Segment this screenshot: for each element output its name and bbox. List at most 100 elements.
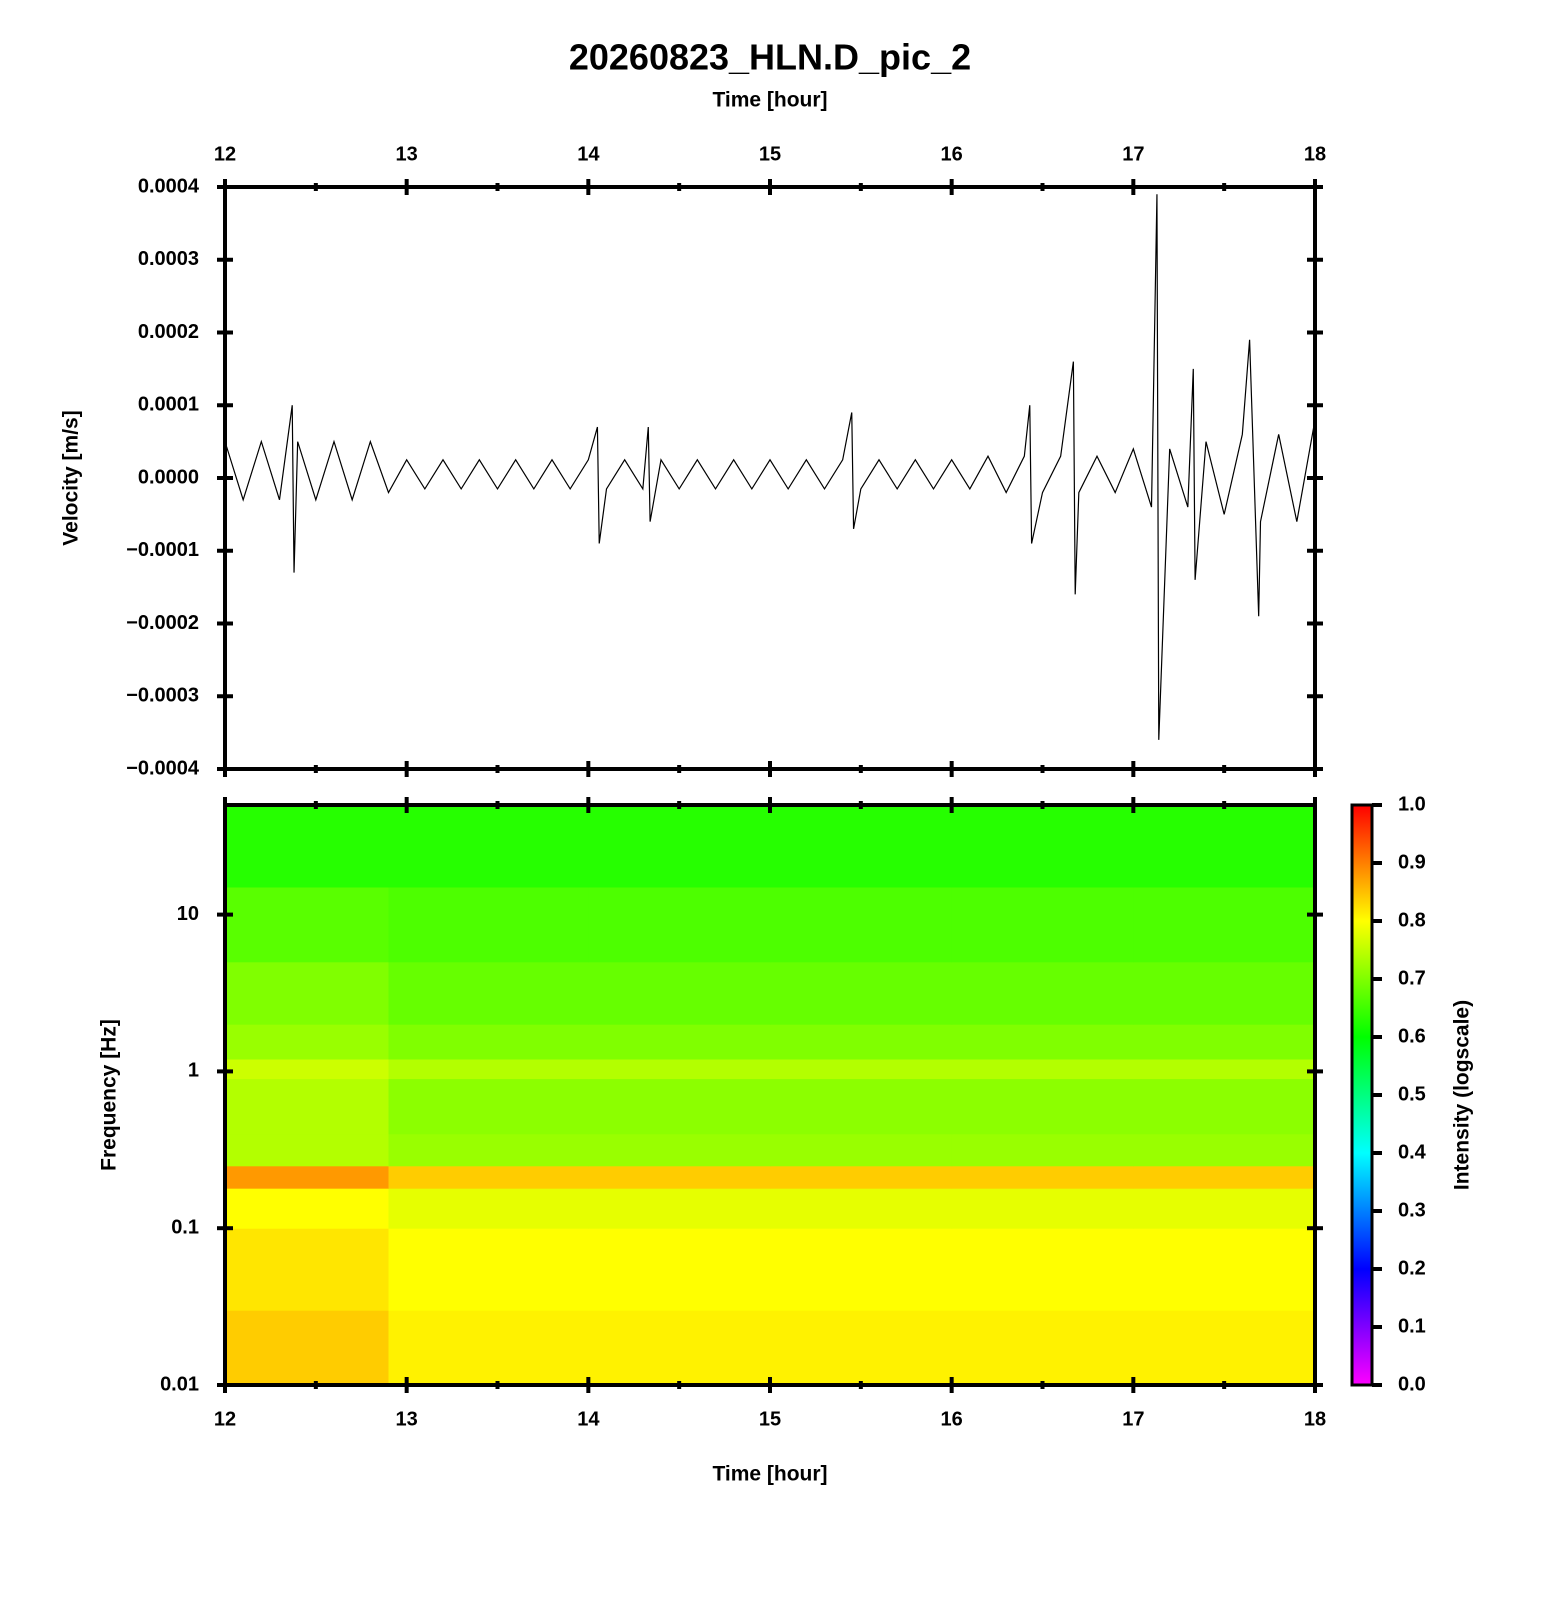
y-tick-label: 0.0000	[138, 466, 199, 488]
heatmap-cell	[588, 805, 771, 888]
heatmap-cell	[388, 1165, 589, 1189]
heatmap-cell	[225, 1165, 389, 1189]
heatmap-cell	[1133, 1024, 1316, 1060]
heatmap-cell	[951, 1078, 1134, 1107]
heatmap-cell	[1133, 1133, 1316, 1167]
colorbar-tick-label: 0.0	[1398, 1373, 1426, 1395]
colorbar-tick-label: 0.5	[1398, 1083, 1426, 1105]
y-tick-label: −0.0004	[126, 757, 200, 779]
heatmap-cell	[1133, 1078, 1316, 1107]
x-tick-label: 13	[396, 143, 418, 165]
heatmap-cell	[770, 1310, 953, 1386]
heatmap-cell	[225, 886, 389, 963]
colorbar-label: Intensity (logscale)	[1451, 1000, 1474, 1190]
heatmap-cell	[951, 1188, 1134, 1229]
heatmap-cell	[951, 1024, 1134, 1060]
heatmap-cell	[770, 1078, 953, 1107]
y-tick-label: 10	[177, 903, 199, 925]
x-tick-label: 15	[759, 1408, 781, 1430]
colorbar-tick-label: 1.0	[1398, 793, 1426, 815]
heatmap-cell	[951, 1133, 1134, 1167]
heatmap-cell	[1133, 1310, 1316, 1386]
heatmap-cell	[770, 961, 953, 1025]
heatmap-cell	[225, 805, 389, 888]
chart-title: 20260823_HLN.D_pic_2	[569, 37, 971, 78]
x-tick-label: 18	[1304, 1408, 1326, 1430]
y-tick-label: 0.0002	[138, 321, 199, 343]
x-tick-label: 12	[214, 1408, 236, 1430]
heatmap-cell	[1133, 1106, 1316, 1135]
heatmap-cell	[225, 1133, 389, 1167]
colorbar-tick-label: 0.8	[1398, 909, 1426, 931]
x-axis-label: Time [hour]	[712, 1463, 827, 1486]
colorbar-tick-label: 0.6	[1398, 1025, 1426, 1047]
colorbar-tick-label: 0.7	[1398, 967, 1426, 989]
heatmap-cell	[388, 886, 589, 963]
heatmap-cell	[951, 805, 1134, 888]
heatmap-cell	[770, 805, 953, 888]
heatmap-cell	[588, 1058, 771, 1080]
heatmap-cell	[225, 1188, 389, 1229]
y-tick-label: 0.0004	[138, 175, 200, 197]
x-tick-label: 17	[1122, 1408, 1144, 1430]
heatmap-cell	[1133, 1188, 1316, 1229]
y-tick-label: 0.01	[160, 1373, 199, 1395]
heatmap-cell	[388, 1024, 589, 1060]
heatmap-cell	[588, 1228, 771, 1311]
heatmap-cell	[1133, 961, 1316, 1025]
heatmap-cell	[588, 886, 771, 963]
y-tick-label: 0.0001	[138, 394, 199, 416]
y-axis-label: Velocity [m/s]	[60, 410, 83, 545]
heatmap-cell	[951, 1106, 1134, 1135]
heatmap-cell	[1133, 805, 1316, 888]
heatmap-cell	[770, 1058, 953, 1080]
heatmap-cell	[388, 805, 589, 888]
heatmap-cell	[770, 1165, 953, 1189]
heatmap-cell	[588, 1133, 771, 1167]
heatmap-cell	[588, 1106, 771, 1135]
heatmap-cell	[770, 1188, 953, 1229]
x-tick-label: 16	[941, 1408, 963, 1430]
x-tick-label: 15	[759, 143, 781, 165]
heatmap-cell	[388, 1310, 589, 1386]
heatmap-cell	[588, 1165, 771, 1189]
heatmap-cell	[388, 1058, 589, 1080]
x-tick-label: 17	[1122, 143, 1144, 165]
heatmap-cell	[388, 1188, 589, 1229]
heatmap-cell	[388, 1106, 589, 1135]
heatmap-cell	[225, 1078, 389, 1107]
waveform	[224, 194, 1316, 740]
heatmap-cell	[588, 1078, 771, 1107]
heatmap-cell	[951, 1165, 1134, 1189]
heatmap-cell	[770, 1228, 953, 1311]
colorbar-tick-label: 0.1	[1398, 1315, 1426, 1337]
colorbar-tick-label: 0.9	[1398, 851, 1426, 873]
colorbar-tick-label: 0.2	[1398, 1257, 1426, 1279]
x-axis-label: Time [hour]	[712, 89, 827, 112]
heatmap-cell	[225, 1228, 389, 1311]
y-tick-label: −0.0002	[126, 612, 199, 634]
y-tick-label: 0.0003	[138, 248, 199, 270]
x-tick-label: 13	[396, 1408, 418, 1430]
x-tick-label: 14	[577, 1408, 600, 1430]
heatmap-cell	[1133, 1058, 1316, 1080]
heatmap-cell	[951, 1228, 1134, 1311]
colorbar	[1350, 803, 1374, 1387]
heatmap-cell	[388, 1078, 589, 1107]
y-tick-label: −0.0003	[126, 685, 199, 707]
heatmap-cell	[388, 961, 589, 1025]
heatmap-cell	[770, 1106, 953, 1135]
heatmap-cell	[951, 1058, 1134, 1080]
heatmap-cell	[951, 961, 1134, 1025]
y-tick-label: 0.1	[171, 1216, 199, 1238]
heatmap-cell	[1133, 1165, 1316, 1189]
heatmap-cell	[770, 1024, 953, 1060]
x-tick-label: 12	[214, 143, 236, 165]
heatmap-cell	[1133, 1228, 1316, 1311]
heatmap-cell	[770, 886, 953, 963]
heatmap-cell	[588, 961, 771, 1025]
heatmap-cell	[770, 1133, 953, 1167]
heatmap-cell	[588, 1188, 771, 1229]
